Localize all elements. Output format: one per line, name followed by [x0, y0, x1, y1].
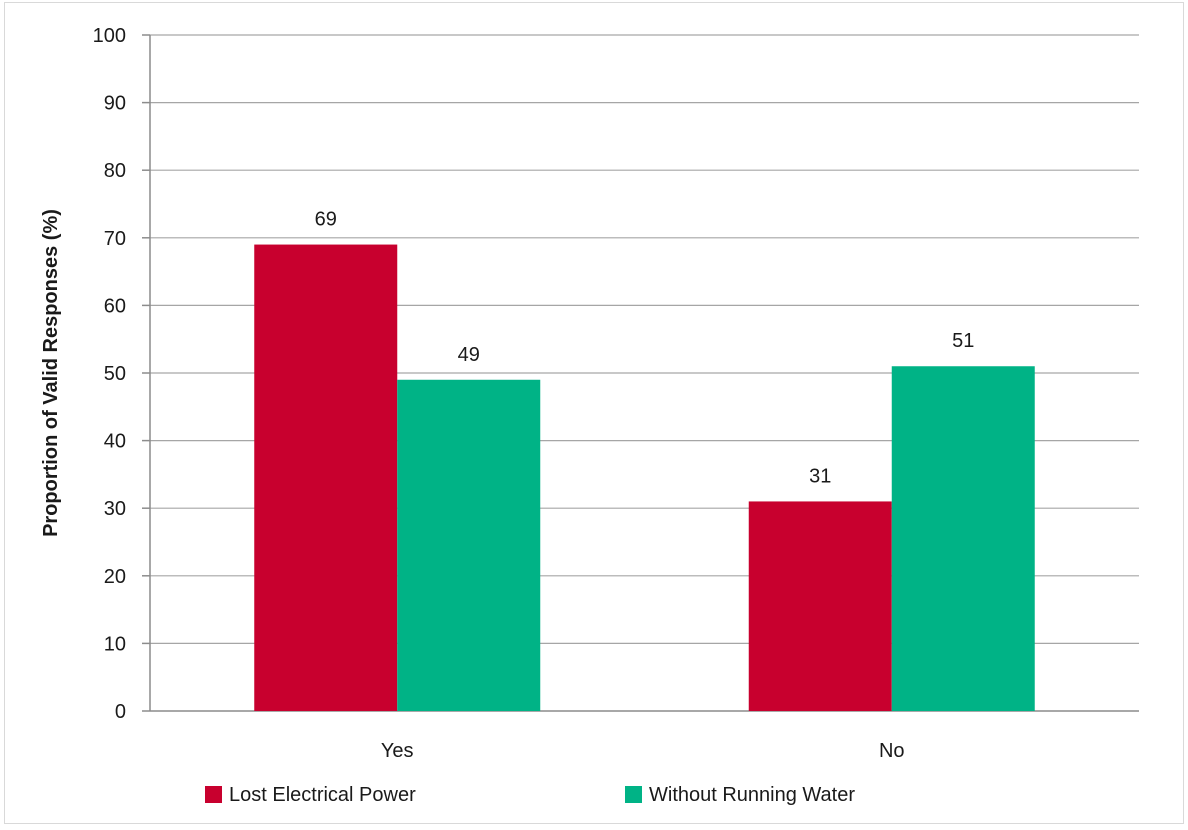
x-tick-label: Yes	[381, 740, 414, 762]
y-tick-label: 40	[104, 431, 126, 453]
y-tick-label: 20	[104, 566, 126, 588]
y-tick-labels: 0 10 20 30 40 50 60 70 80 90 100	[93, 25, 126, 723]
y-axis-title: Proportion of Valid Responses (%)	[40, 209, 62, 537]
data-label: 31	[809, 465, 831, 487]
chart-frame: 0 10 20 30 40 50 60 70 80 90 100 69 49 31 51 Yes No Pr…	[4, 2, 1184, 824]
data-label: 51	[952, 330, 974, 352]
y-tick-label: 30	[104, 498, 126, 520]
y-tick-label: 90	[104, 93, 126, 115]
bar-1-1	[891, 366, 1035, 711]
y-tick-label: 10	[104, 633, 126, 655]
legend-item: Without Running Water	[625, 784, 855, 806]
bar-1-0	[748, 501, 892, 711]
y-tick-label: 0	[115, 701, 126, 723]
legend-item: Lost Electrical Power	[205, 784, 416, 806]
y-tick-label: 100	[93, 25, 126, 47]
y-tick-label: 50	[104, 363, 126, 385]
y-tick-label: 80	[104, 160, 126, 182]
bar-0-1	[397, 379, 541, 711]
bar-0-0	[254, 244, 398, 711]
y-tick-label: 70	[104, 228, 126, 250]
legend: Lost Electrical Power Without Running Wat…	[205, 784, 855, 806]
legend-label: Without Running Water	[649, 784, 855, 806]
legend-swatch	[205, 786, 222, 803]
bar-chart: 0 10 20 30 40 50 60 70 80 90 100 69 49 31 51 Yes No Pr…	[40, 25, 1139, 806]
legend-label: Lost Electrical Power	[229, 784, 416, 806]
data-label: 49	[458, 344, 480, 366]
y-tick-label: 60	[104, 295, 126, 317]
data-labels: 69 49 31 51	[315, 209, 975, 488]
x-tick-labels: Yes No	[381, 740, 905, 762]
x-tick-label: No	[879, 740, 905, 762]
bars	[254, 244, 1035, 711]
data-label: 69	[315, 209, 337, 231]
legend-swatch	[625, 786, 642, 803]
